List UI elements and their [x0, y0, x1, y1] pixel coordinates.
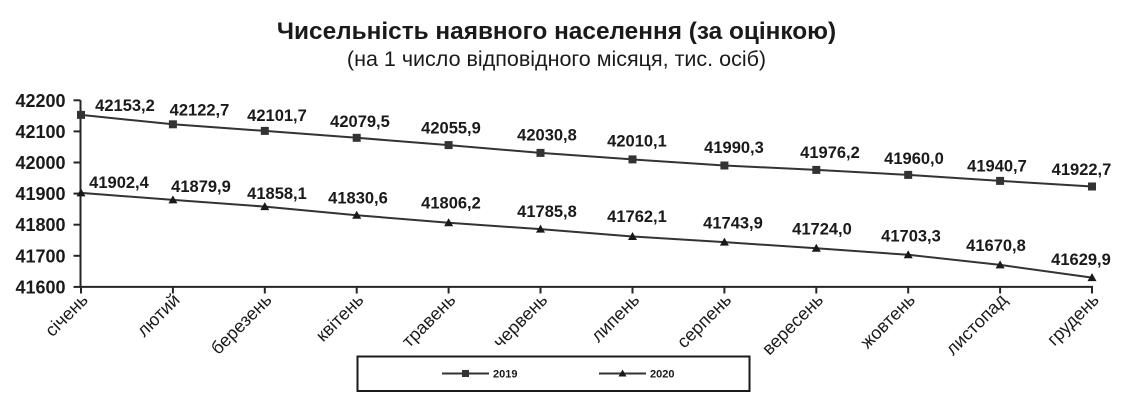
- svg-text:41858,1: 41858,1: [247, 185, 307, 203]
- svg-text:42101,7: 42101,7: [247, 107, 307, 125]
- svg-text:42055,9: 42055,9: [421, 120, 481, 138]
- svg-text:41940,7: 41940,7: [967, 158, 1027, 176]
- svg-text:41724,0: 41724,0: [792, 221, 852, 239]
- svg-text:березень: березень: [207, 290, 276, 359]
- svg-text:червень: червень: [489, 290, 551, 352]
- svg-text:41900: 41900: [15, 184, 65, 204]
- svg-text:41800: 41800: [15, 215, 65, 235]
- svg-text:41922,7: 41922,7: [1052, 161, 1112, 179]
- svg-text:лютий: лютий: [133, 290, 184, 341]
- svg-text:41879,9: 41879,9: [171, 178, 231, 196]
- svg-text:41990,3: 41990,3: [704, 139, 764, 157]
- svg-text:серпень: серпень: [673, 290, 735, 352]
- svg-text:липень: липень: [587, 290, 643, 346]
- svg-text:41806,2: 41806,2: [421, 195, 481, 213]
- svg-text:41762,1: 41762,1: [607, 208, 667, 226]
- svg-text:41700: 41700: [15, 246, 65, 266]
- svg-text:42030,8: 42030,8: [517, 127, 577, 145]
- svg-text:41743,9: 41743,9: [703, 215, 763, 233]
- svg-text:листопад: листопад: [942, 289, 1012, 359]
- svg-text:вересень: вересень: [758, 290, 827, 359]
- svg-text:41976,2: 41976,2: [800, 144, 860, 162]
- svg-text:42079,5: 42079,5: [330, 113, 390, 131]
- svg-text:42010,1: 42010,1: [607, 133, 667, 151]
- svg-text:41830,6: 41830,6: [328, 190, 388, 208]
- svg-text:42100: 42100: [15, 122, 65, 142]
- svg-text:41600: 41600: [15, 277, 65, 297]
- svg-text:42122,7: 42122,7: [170, 102, 230, 120]
- svg-text:травень: травень: [398, 290, 459, 351]
- svg-text:41703,3: 41703,3: [881, 228, 941, 246]
- svg-text:41670,8: 41670,8: [966, 237, 1026, 255]
- svg-text:41902,4: 41902,4: [89, 174, 149, 192]
- svg-text:41785,8: 41785,8: [517, 203, 577, 221]
- svg-text:42200: 42200: [15, 91, 65, 111]
- svg-text:жовтень: жовтень: [856, 290, 919, 353]
- svg-text:42153,2: 42153,2: [95, 97, 155, 115]
- svg-text:квітень: квітень: [312, 290, 368, 346]
- svg-text:2020: 2020: [650, 369, 674, 381]
- svg-text:42000: 42000: [15, 153, 65, 173]
- svg-text:2019: 2019: [493, 369, 517, 381]
- svg-text:41629,9: 41629,9: [1051, 251, 1111, 269]
- svg-text:41960,0: 41960,0: [884, 150, 944, 168]
- svg-text:грудень: грудень: [1043, 290, 1103, 350]
